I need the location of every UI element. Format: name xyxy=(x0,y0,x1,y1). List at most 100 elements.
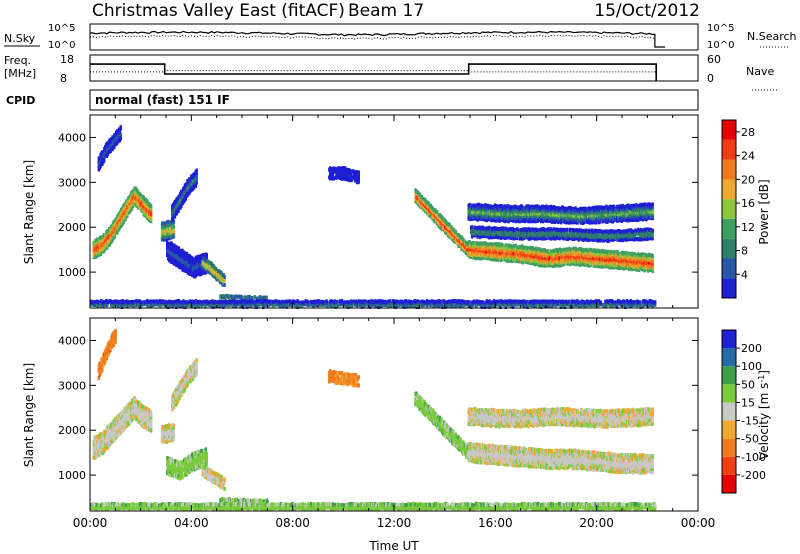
power-cell xyxy=(495,255,498,260)
power-cell xyxy=(597,238,600,242)
power-cell xyxy=(490,235,494,240)
power-cell xyxy=(548,253,551,258)
power-cell xyxy=(450,225,453,230)
power-cell xyxy=(651,205,654,209)
power-cell xyxy=(646,227,649,232)
power-cell xyxy=(607,249,610,254)
power-cell xyxy=(185,251,189,256)
power-cell xyxy=(195,168,198,173)
power-cell xyxy=(529,233,532,237)
power-cell xyxy=(507,217,510,221)
power-cell xyxy=(490,244,493,249)
power-cell xyxy=(265,295,268,300)
power-cell xyxy=(567,261,570,266)
power-cell xyxy=(598,254,601,259)
power-cell xyxy=(511,248,515,253)
power-cell xyxy=(549,256,552,261)
power-cell xyxy=(569,213,573,218)
power-cell xyxy=(547,227,551,232)
freq-series-line xyxy=(90,63,657,81)
power-cell xyxy=(602,238,606,243)
power-cell xyxy=(350,178,353,183)
beam-label: Beam 17 xyxy=(348,1,424,21)
power-cell xyxy=(589,229,592,234)
power-cell xyxy=(574,206,577,211)
power-cell xyxy=(592,206,595,211)
nsky-tick-top: 10^5 xyxy=(48,23,75,34)
power-cell xyxy=(357,177,360,182)
power-cell xyxy=(105,232,108,237)
power-cell xyxy=(621,203,624,208)
power-cell xyxy=(526,260,529,265)
power-cell xyxy=(511,256,515,261)
power-cell xyxy=(611,237,615,242)
power-cell xyxy=(482,255,486,260)
power-cell xyxy=(582,262,585,266)
power-cell xyxy=(586,259,589,264)
power-cell xyxy=(172,229,176,234)
power-cell xyxy=(507,219,510,224)
nave-label: Nave xyxy=(746,65,774,78)
power-cell xyxy=(331,169,335,174)
power-cell xyxy=(539,211,542,216)
cpid-panel: CPID normal (fast) 151 IF xyxy=(6,89,699,111)
power-cell xyxy=(593,220,596,225)
nsky-label: N.Sky xyxy=(4,32,36,45)
power-cell xyxy=(477,202,480,207)
power-cell xyxy=(111,232,115,237)
power-cell xyxy=(622,237,625,241)
power-cell xyxy=(589,248,593,253)
power-cell xyxy=(205,253,208,258)
power-cell xyxy=(334,166,337,171)
nsearch-tick-bottom: 10^0 xyxy=(707,40,734,51)
power-cell xyxy=(537,228,541,233)
power-cell xyxy=(602,208,605,213)
power-cell xyxy=(600,254,604,259)
power-cell xyxy=(511,258,515,263)
power-cell xyxy=(106,245,109,250)
power-cell xyxy=(575,257,578,262)
power-cell xyxy=(635,203,638,208)
power-cell xyxy=(610,229,614,234)
power-cell xyxy=(631,229,634,234)
power-data xyxy=(90,125,657,309)
power-cell xyxy=(470,225,474,230)
power-cell xyxy=(493,247,497,252)
power-cell xyxy=(542,205,546,210)
power-cell xyxy=(532,247,536,252)
power-cell xyxy=(532,208,536,213)
power-cell xyxy=(519,207,522,212)
power-cell xyxy=(454,230,458,235)
power-cell xyxy=(550,235,553,240)
power-cell xyxy=(167,223,170,228)
power-cell xyxy=(612,213,615,218)
power-cell xyxy=(485,234,488,239)
freq-tick-bottom: 8 xyxy=(60,72,67,85)
power-cell xyxy=(557,253,560,258)
power-cell xyxy=(609,233,612,238)
power-cell xyxy=(555,250,558,255)
power-cell xyxy=(146,199,149,204)
freq-tick-top: 18 xyxy=(60,53,74,66)
power-cell xyxy=(108,242,112,247)
power-cell xyxy=(514,243,517,248)
power-cell xyxy=(582,229,585,233)
freq-panel: Freq. [MHz] 18 8 60 0 Nave xyxy=(4,53,778,91)
power-cell xyxy=(253,295,257,300)
power-cell xyxy=(472,209,476,214)
power-cell xyxy=(502,232,505,237)
power-cell xyxy=(651,259,654,263)
power-cell xyxy=(621,258,624,263)
power-cell xyxy=(172,232,176,237)
power-cell xyxy=(149,215,153,220)
power-cell xyxy=(177,246,181,251)
power-cell xyxy=(634,206,637,210)
nave-tick-top: 60 xyxy=(707,53,721,66)
power-cell xyxy=(524,245,527,250)
power-cell xyxy=(647,268,650,273)
power-cell xyxy=(516,227,519,232)
power-cell xyxy=(452,235,455,240)
power-cell xyxy=(555,235,559,240)
power-cell xyxy=(604,252,607,256)
power-cell xyxy=(175,244,178,249)
